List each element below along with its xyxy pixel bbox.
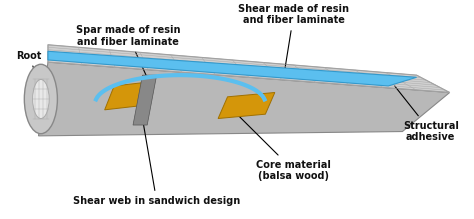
Text: Core material
(balsa wood): Core material (balsa wood) [239,116,331,181]
Polygon shape [218,92,275,118]
Text: Shear made of resin
and fiber laminate: Shear made of resin and fiber laminate [238,4,349,70]
Ellipse shape [24,64,57,134]
Polygon shape [48,45,450,92]
Polygon shape [105,82,152,110]
Text: Structural
adhesive: Structural adhesive [395,86,459,142]
Ellipse shape [33,79,49,118]
Polygon shape [48,51,417,86]
Text: Shear web in sandwich design: Shear web in sandwich design [73,121,240,206]
Polygon shape [133,75,156,125]
Text: Spar made of resin
and fiber laminate: Spar made of resin and fiber laminate [76,25,181,86]
Text: Root: Root [17,51,42,86]
Polygon shape [38,62,450,136]
